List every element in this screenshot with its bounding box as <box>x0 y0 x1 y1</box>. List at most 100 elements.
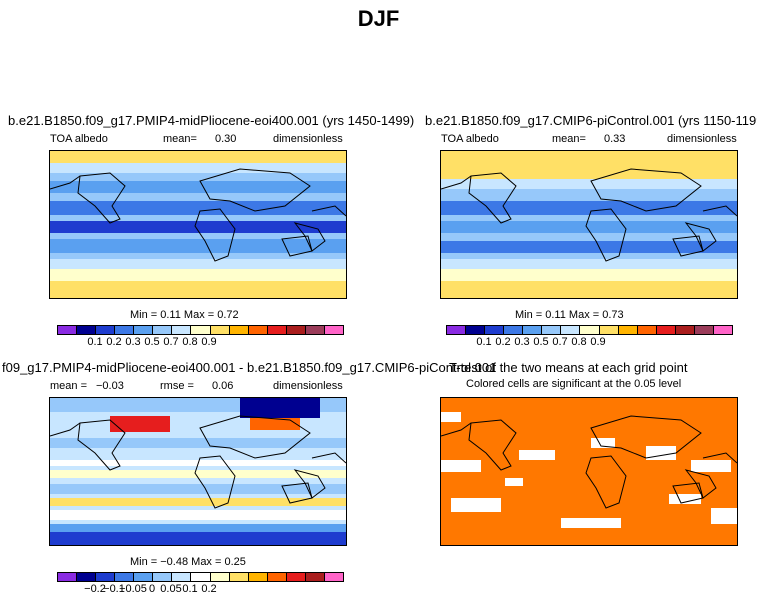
map-bl <box>49 397 347 546</box>
panel-br-subtitle: Colored cells are significant at the 0.0… <box>466 378 682 390</box>
panel-tr-mean-value: 0.33 <box>604 133 626 145</box>
colorbar-swatch <box>324 573 343 581</box>
colorbar-swatch <box>504 326 524 334</box>
colorbar-swatch <box>305 573 325 581</box>
panel-tl-mean-value: 0.30 <box>215 133 237 145</box>
map-tr <box>440 150 738 299</box>
colorbar-tick-label: 0.1 <box>87 336 103 348</box>
colorbar-swatch <box>58 326 78 334</box>
colorbar-swatch <box>267 326 287 334</box>
colorbar-swatch <box>77 573 97 581</box>
colorbar-swatch <box>134 573 154 581</box>
colorbar-tick-label: 0.5 <box>144 336 160 348</box>
panel-tl-minmax: Min = 0.11 Max = 0.72 <box>130 309 239 321</box>
colorbar-swatch <box>637 326 657 334</box>
map-tl-svg <box>50 151 346 298</box>
colorbar-tick-label: 0.7 <box>163 336 179 348</box>
colorbar-tl <box>57 325 344 335</box>
colorbar-bl <box>57 572 344 582</box>
panel-tr-units: dimensionless <box>667 133 737 145</box>
colorbar-tick-label: 0.2 <box>495 336 511 348</box>
panel-tr-minmax: Min = 0.11 Max = 0.73 <box>515 309 624 321</box>
colorbar-tick-label: −0.2 <box>84 583 106 595</box>
panel-bl-rmse-value: 0.06 <box>212 380 234 392</box>
colorbar-tick-label: 0.05 <box>160 583 182 595</box>
panel-bl-rmse-label: rmse = <box>160 380 194 392</box>
colorbar-swatch <box>134 326 154 334</box>
colorbar-tick-label: 0.8 <box>571 336 587 348</box>
colorbar-swatch <box>286 326 306 334</box>
panel-bl-mean-label: mean = <box>50 380 87 392</box>
colorbar-bl-ticks: −0.2 −0.1 −0.05 0 0.05 0.1 0.2 <box>57 583 342 596</box>
panel-tl-units: dimensionless <box>273 133 343 145</box>
colorbar-swatch <box>115 326 135 334</box>
colorbar-swatch <box>561 326 581 334</box>
colorbar-tick-label: 0.7 <box>552 336 568 348</box>
colorbar-swatch <box>485 326 505 334</box>
panel-tr-mean-label: mean= <box>552 133 586 145</box>
colorbar-swatch <box>191 573 211 581</box>
colorbar-swatch <box>77 326 97 334</box>
colorbar-swatch <box>210 326 230 334</box>
panel-bl-units: dimensionless <box>273 380 343 392</box>
colorbar-tick-label: 0.2 <box>201 583 217 595</box>
colorbar-tick-label: 0.1 <box>476 336 492 348</box>
colorbar-tick-label: 0.1 <box>182 583 198 595</box>
map-bl-svg <box>50 398 346 545</box>
colorbar-tick-label: 0.2 <box>106 336 122 348</box>
colorbar-swatch <box>248 326 268 334</box>
colorbar-swatch <box>229 573 249 581</box>
colorbar-swatch <box>172 326 192 334</box>
colorbar-tr <box>446 325 733 335</box>
colorbar-swatch <box>153 573 173 581</box>
panel-bl-title: f09_g17.PMIP4-midPliocene-eoi400.001 - b… <box>2 360 497 375</box>
colorbar-swatch <box>618 326 638 334</box>
panel-tl-variable: TOA albedo <box>50 133 108 145</box>
colorbar-swatch <box>466 326 486 334</box>
colorbar-swatch <box>324 326 343 334</box>
colorbar-tick-label: 0.9 <box>590 336 606 348</box>
colorbar-swatch <box>229 326 249 334</box>
colorbar-tick-label: −0.1 <box>103 583 125 595</box>
colorbar-swatch <box>172 573 192 581</box>
colorbar-swatch <box>248 573 268 581</box>
map-br-svg <box>441 398 737 545</box>
panel-tr-variable: TOA albedo <box>441 133 499 145</box>
colorbar-tick-label: 0 <box>148 583 156 595</box>
colorbar-tick-label: 0.9 <box>201 336 217 348</box>
colorbar-swatch <box>580 326 600 334</box>
map-tr-svg <box>441 151 737 298</box>
colorbar-swatch <box>210 573 230 581</box>
colorbar-swatch <box>305 326 325 334</box>
panel-bl-minmax: Min = −0.48 Max = 0.25 <box>130 556 246 568</box>
panel-tl-title: b.e21.B1850.f09_g17.PMIP4-midPliocene-eo… <box>8 113 415 128</box>
panel-tl-mean-label: mean= <box>163 133 197 145</box>
colorbar-tick-label: −0.05 <box>119 583 147 595</box>
colorbar-swatch <box>58 573 78 581</box>
main-title: DJF <box>357 6 400 31</box>
colorbar-swatch <box>447 326 467 334</box>
colorbar-swatch <box>153 326 173 334</box>
map-br <box>440 397 738 546</box>
colorbar-tl-ticks: 0.1 0.2 0.3 0.5 0.7 0.8 0.9 <box>57 336 342 350</box>
colorbar-swatch <box>267 573 287 581</box>
colorbar-swatch <box>96 573 116 581</box>
colorbar-swatch <box>542 326 562 334</box>
colorbar-swatch <box>713 326 732 334</box>
colorbar-swatch <box>656 326 676 334</box>
colorbar-swatch <box>599 326 619 334</box>
colorbar-swatch <box>115 573 135 581</box>
colorbar-swatch <box>286 573 306 581</box>
colorbar-swatch <box>96 326 116 334</box>
colorbar-swatch <box>694 326 714 334</box>
panel-tr-title: b.e21.B1850.f09_g17.CMIP6-piControl.001 … <box>425 113 757 128</box>
colorbar-swatch <box>523 326 543 334</box>
panel-bl-mean-value: −0.03 <box>96 380 124 392</box>
colorbar-tr-ticks: 0.1 0.2 0.3 0.5 0.7 0.8 0.9 <box>446 336 731 350</box>
colorbar-swatch <box>191 326 211 334</box>
colorbar-tick-label: 0.8 <box>182 336 198 348</box>
colorbar-tick-label: 0.3 <box>514 336 530 348</box>
panel-br-title: T-test of the two means at each grid poi… <box>449 360 688 375</box>
colorbar-swatch <box>675 326 695 334</box>
map-tl <box>49 150 347 299</box>
